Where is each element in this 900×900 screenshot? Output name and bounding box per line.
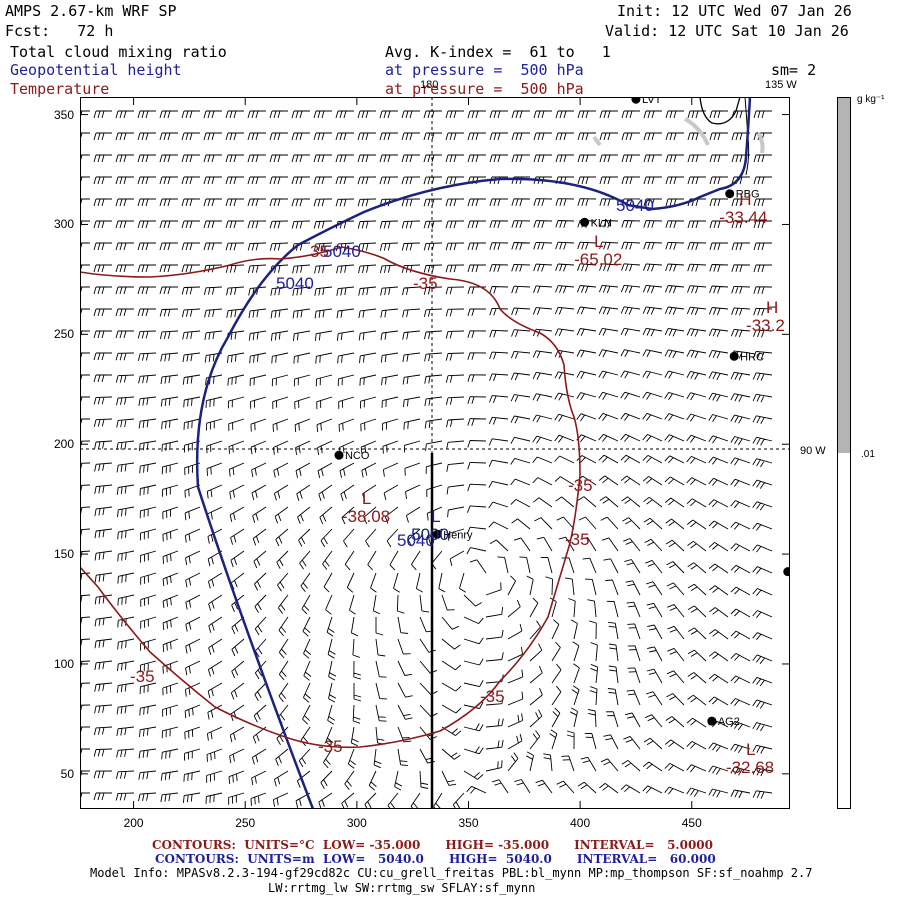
colorbar-fill	[838, 98, 850, 453]
meridian-label-90w: 90 W	[800, 445, 826, 457]
pressure-level-temp: at pressure = 500 hPa	[385, 80, 584, 98]
smoothing-label: sm= 2	[771, 61, 817, 79]
station-dot	[631, 94, 641, 104]
cloud-patch	[756, 131, 765, 154]
extremum-type: H	[766, 297, 779, 317]
y-tick-label: 50	[60, 766, 74, 781]
x-tick-label: 300	[346, 816, 367, 830]
station-marker: Henry	[432, 529, 473, 541]
y-tick-label: 300	[53, 217, 74, 232]
temp-label: -35	[568, 476, 593, 495]
station-dot	[580, 217, 590, 227]
station-label: RBG	[736, 189, 760, 201]
station-label: NCO	[345, 450, 370, 462]
temp-label: -35	[130, 667, 155, 686]
y-tick-label: 350	[53, 107, 74, 122]
station-dot	[334, 450, 344, 460]
valid-time: Valid: 12 UTC Sat 10 Jan 26	[605, 22, 849, 40]
station-dot	[729, 351, 739, 361]
contours-temperature-info: CONTOURS: UNITS=°C LOW= -35.000 HIGH= -3…	[152, 838, 714, 852]
temp-label: 35	[310, 242, 329, 261]
station-label: KLN	[591, 217, 612, 229]
cloud-patch	[592, 135, 602, 147]
station-dot	[783, 567, 793, 577]
field-temperature: Temperature	[10, 80, 110, 98]
extremum-type: L	[431, 506, 441, 526]
extremum-type: H	[739, 190, 752, 210]
colorbar-units: g kg⁻¹	[857, 94, 885, 105]
contours-height-info: CONTOURS: UNITS=m LOW= 5040.0 HIGH= 5040…	[155, 852, 716, 866]
field-cloud-mixing: Total cloud mixing ratio	[10, 43, 227, 61]
station-marker: RBG	[725, 189, 760, 201]
station-dot	[725, 189, 735, 199]
field-geopotential: Geopotential height	[10, 61, 182, 79]
x-tick-label: 450	[681, 816, 702, 830]
extremum-value: 5000	[411, 524, 449, 544]
y-tick-label: 150	[53, 547, 74, 562]
extremum-type: L	[594, 232, 604, 252]
extremum-value: -32.68	[725, 757, 775, 777]
height-contour-5040	[195, 97, 752, 809]
height-label: 5040	[323, 242, 361, 261]
extremum-value: -38.08	[341, 507, 391, 527]
station-marker: HRC	[729, 351, 764, 363]
coastline	[699, 97, 741, 125]
height-label: 5040	[276, 274, 314, 293]
station-label: LVT	[642, 97, 662, 106]
temp-label: -35	[413, 274, 438, 293]
y-tick-label: 200	[53, 437, 74, 452]
colorbar-tick: .01	[861, 449, 875, 460]
meridian-label-135w: 135 W	[765, 79, 797, 91]
pressure-level-height: at pressure = 500 hPa	[385, 61, 584, 79]
map-canvas: LVT RBG KLN HRC NCO Henry AG2	[80, 94, 793, 809]
colorbar	[837, 97, 851, 809]
x-tick-label: 350	[458, 816, 479, 830]
station-marker: LVT	[631, 94, 662, 106]
temp-label: -35	[565, 530, 590, 549]
height-label: 5040	[397, 531, 435, 550]
init-time: Init: 12 UTC Wed 07 Jan 26	[617, 2, 852, 20]
y-tick-label: 100	[53, 656, 74, 671]
station-dot	[707, 716, 717, 726]
station-label: Henry	[443, 529, 473, 541]
meridian-label-180: 180	[420, 79, 439, 91]
x-tick-label: 250	[235, 816, 256, 830]
extremum-type: L	[745, 739, 756, 759]
height-label: 5040	[616, 196, 654, 215]
avg-k-index: Avg. K-index = 61 to 1	[385, 43, 611, 61]
station-label: HRC	[740, 351, 764, 363]
model-title: AMPS 2.67-km WRF SP	[5, 2, 177, 20]
wind-barb-field	[80, 110, 773, 809]
extremum-type: L	[361, 489, 372, 509]
wind-barbs	[80, 110, 773, 809]
temp-contour-minus35	[80, 246, 581, 749]
stations: LVT RBG KLN HRC NCO Henry AG2	[334, 94, 793, 728]
temp-label: -35	[318, 737, 343, 756]
y-tick-label: 250	[53, 327, 74, 342]
extremum-value: -65.02	[574, 250, 623, 270]
station-marker: AG2	[707, 716, 740, 728]
forecast-hour: Fcst: 72 h	[5, 22, 114, 40]
x-tick-label: 400	[570, 816, 591, 830]
x-tick-label: 200	[123, 816, 144, 830]
station-label: AG2	[718, 716, 740, 728]
model-info-line1: Model Info: MPASv8.2.3-194-gf29cd82c CU:…	[90, 866, 813, 880]
extremum-value: -33.2	[746, 315, 785, 335]
cloud-patch	[684, 117, 710, 146]
extremum-value: -33.44	[719, 208, 768, 228]
station-dot	[432, 529, 442, 539]
temp-label: -35	[480, 687, 505, 706]
station-marker	[783, 567, 793, 577]
station-marker: KLN	[580, 217, 612, 229]
station-marker: NCO	[334, 450, 370, 462]
map-plot: LVT RBG KLN HRC NCO Henry AG2 5040 5040 5040 3…	[80, 80, 793, 809]
plot-frame	[80, 97, 790, 809]
model-info-line2: LW:rrtmg_lw SW:rrtmg_sw SFLAY:sf_mynn	[268, 881, 536, 895]
